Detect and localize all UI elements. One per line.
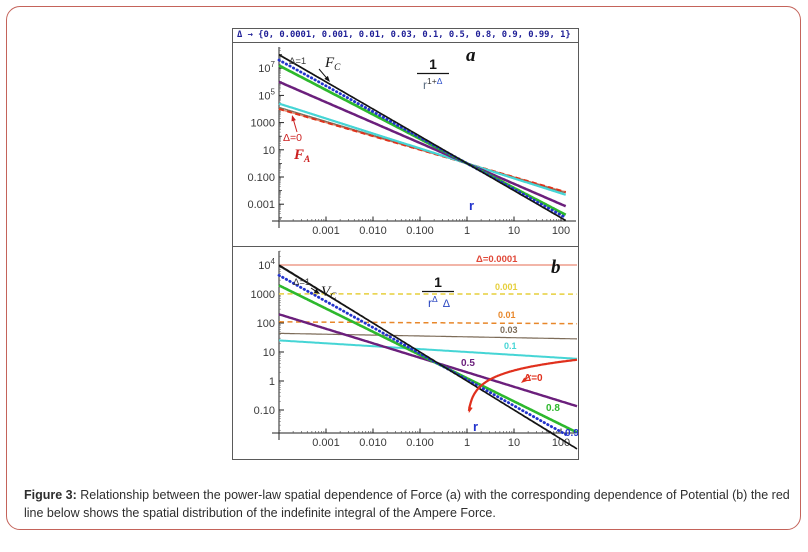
- series-delta-0.01: [279, 321, 577, 325]
- equation-denominator: rΔ Δ: [428, 294, 451, 310]
- equation-denominator: r1+Δ: [423, 76, 443, 92]
- series-label-0.8: 0.8: [546, 403, 560, 414]
- plot-annotation: Δ=1: [293, 277, 310, 288]
- y-tick-label: 0.100: [247, 172, 275, 184]
- y-tick-label: 10: [263, 145, 275, 157]
- y-tick-label: 100: [257, 318, 275, 330]
- x-axis-title: r: [473, 419, 478, 434]
- x-tick-label: 1: [464, 437, 470, 449]
- series-delta-0.9: [277, 58, 568, 220]
- arrow-head: [291, 115, 296, 122]
- series-delta-0.03: [279, 332, 577, 340]
- arrow-head: [324, 75, 330, 82]
- series-label-0.9: 0.9: [565, 428, 578, 439]
- equation-numerator: 1: [434, 274, 442, 290]
- y-tick-label: 10: [263, 347, 275, 359]
- series-delta-0.9: [277, 273, 568, 436]
- panel-letter-a: a: [466, 45, 476, 66]
- series-label-0.0001: Δ=0.0001: [476, 254, 518, 265]
- caption-text: Relationship between the power-law spati…: [24, 488, 790, 521]
- y-tick-label: 0.10: [254, 405, 275, 417]
- y-tick-label: 105: [258, 87, 275, 102]
- x-tick-label: 0.001: [312, 437, 340, 449]
- x-tick-label: 10: [508, 437, 520, 449]
- series-label-0.001: 0.001: [495, 282, 518, 292]
- x-tick-label: 100: [552, 225, 570, 237]
- series-delta-1: [278, 53, 567, 222]
- x-tick-label: 0.010: [359, 437, 387, 449]
- equation-numerator: 1: [429, 56, 437, 72]
- y-tick-label: 107: [258, 60, 275, 75]
- y-tick-label: 0.001: [247, 199, 275, 211]
- series-delta-0.1: [278, 102, 567, 196]
- plot-annotation: FA: [293, 147, 310, 165]
- panel-letter-b: b: [551, 257, 561, 278]
- plot-annotation: Δ=1: [289, 56, 306, 67]
- y-tick-label: 1: [269, 376, 275, 388]
- series-delta-0.5: [278, 80, 567, 208]
- x-tick-label: 0.100: [406, 437, 434, 449]
- series-delta-0: [467, 358, 578, 412]
- x-tick-label: 1: [464, 225, 470, 237]
- x-tick-label: 0.010: [359, 225, 387, 237]
- y-tick-label: 1000: [251, 118, 275, 130]
- series-delta-1: [278, 264, 578, 450]
- arrow-head: [468, 406, 473, 414]
- figure-caption: Figure 3: Relationship between the power…: [24, 486, 790, 522]
- y-tick-label: 1000: [251, 289, 275, 301]
- x-tick-label: 10: [508, 225, 520, 237]
- series-delta-0: [278, 108, 567, 193]
- plot-annotation: FC: [324, 55, 341, 73]
- x-tick-label: 0.100: [406, 225, 434, 237]
- arrow-head: [521, 377, 528, 383]
- arrow-head: [313, 288, 320, 294]
- delta-list-annotation: Δ → {0, 0.0001, 0.001, 0.01, 0.03, 0.1, …: [233, 29, 578, 43]
- force-plot-svg: 0.001 0.010 0.100 1 10 100 107 105 1000 10 0.100 0.…: [233, 45, 578, 247]
- series-delta-0.8: [278, 284, 578, 434]
- caption-label: Figure 3:: [24, 488, 77, 502]
- figure-3-panel: Δ → {0, 0.0001, 0.001, 0.01, 0.03, 0.1, …: [232, 28, 579, 460]
- potential-plot-svg: 0.001 0.010 0.100 1 10 100 104 1000 100 10 1 0.10 Δ=…: [251, 250, 578, 450]
- plot-annotation: Δ=0: [283, 132, 302, 144]
- series-label-0.01: 0.01: [498, 310, 516, 320]
- series-label-0: Δ=0: [524, 373, 543, 384]
- series-label-0.5: 0.5: [461, 358, 475, 369]
- series-label-0.1: 0.1: [504, 341, 517, 351]
- x-axis-title: r: [469, 198, 474, 213]
- series-label-0.03: 0.03: [500, 325, 518, 335]
- y-tick-label: 104: [258, 257, 275, 272]
- series-delta-0.1: [278, 339, 578, 360]
- x-tick-label: 0.001: [312, 225, 340, 237]
- plot-annotation: VC: [321, 284, 337, 302]
- x-tick-label: 100: [552, 437, 570, 449]
